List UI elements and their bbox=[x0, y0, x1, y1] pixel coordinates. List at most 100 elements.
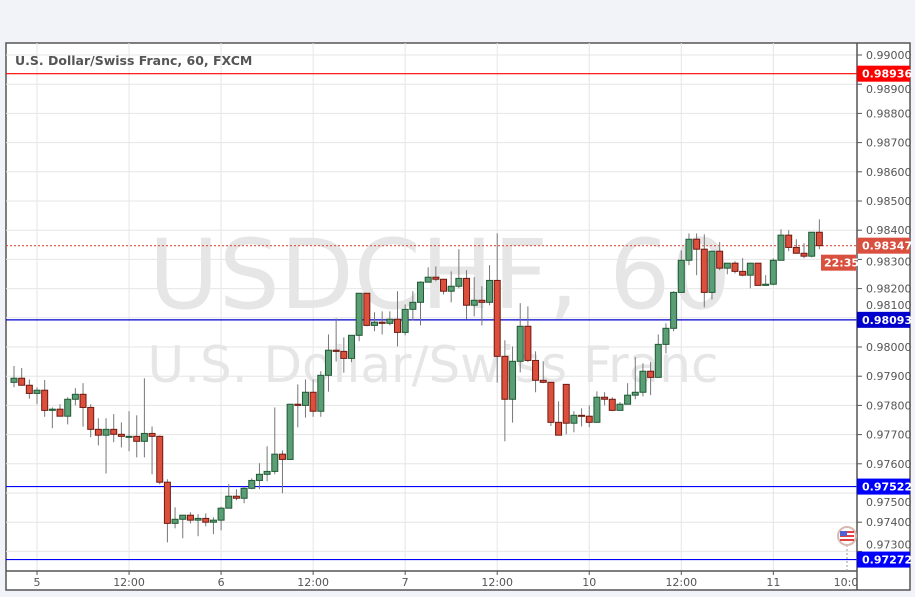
candle bbox=[539, 361, 547, 384]
y-tick-label: 0.97800 bbox=[866, 399, 912, 412]
y-tick-label: 0.98500 bbox=[866, 195, 912, 208]
time-axis[interactable]: 5 12:00 6 12:00 7 12:00 10 12:00 11 10:0 bbox=[34, 571, 859, 589]
candle-body-up bbox=[509, 360, 517, 400]
price-label-badge bbox=[857, 311, 910, 328]
candle bbox=[79, 383, 87, 427]
us-flag-icon[interactable] bbox=[837, 526, 857, 571]
candle bbox=[662, 323, 670, 354]
candle bbox=[624, 383, 632, 405]
candle bbox=[317, 371, 325, 417]
candle-body-down bbox=[148, 432, 156, 437]
candle bbox=[685, 233, 693, 266]
countdown-badge bbox=[821, 254, 856, 271]
candle-body-down bbox=[608, 398, 616, 411]
candle bbox=[501, 340, 509, 442]
candle-body-down bbox=[792, 246, 800, 254]
candle bbox=[578, 408, 586, 427]
candle bbox=[700, 234, 708, 308]
candle bbox=[447, 271, 455, 303]
candle-body-up bbox=[570, 414, 578, 424]
y-tick-label: 0.98400 bbox=[866, 224, 912, 237]
candle bbox=[209, 517, 217, 535]
candle bbox=[18, 368, 26, 386]
candle bbox=[378, 311, 386, 335]
candle bbox=[800, 243, 808, 259]
candle bbox=[110, 414, 118, 443]
candle bbox=[87, 404, 95, 438]
candle-body-up bbox=[324, 349, 332, 376]
candle-body-down bbox=[547, 381, 555, 423]
candle-body-up bbox=[417, 281, 425, 303]
candle-body-down bbox=[309, 391, 317, 412]
price-label: 0.97522 bbox=[862, 481, 912, 494]
candle-body-up bbox=[171, 518, 179, 524]
candle-body-up bbox=[179, 514, 187, 520]
candle bbox=[140, 378, 148, 458]
candle bbox=[202, 513, 210, 527]
candle-body-down bbox=[693, 238, 701, 250]
candle bbox=[516, 303, 524, 373]
candle bbox=[631, 357, 639, 400]
candle-body-up bbox=[769, 259, 777, 285]
x-tick-label: 7 bbox=[402, 576, 409, 589]
candle-body-down bbox=[202, 517, 210, 523]
candle bbox=[440, 278, 448, 295]
candle bbox=[255, 463, 263, 490]
candle-body-down bbox=[532, 359, 540, 381]
candle-body-down bbox=[133, 435, 141, 442]
candle bbox=[409, 291, 417, 321]
candle-body-down bbox=[163, 481, 171, 524]
candle bbox=[677, 250, 685, 293]
candle-body-up bbox=[248, 479, 256, 489]
candle bbox=[639, 363, 647, 397]
candle-body-down bbox=[378, 321, 386, 324]
candle bbox=[493, 233, 501, 383]
candle bbox=[394, 291, 401, 347]
candle-body-up bbox=[777, 234, 785, 261]
candle bbox=[148, 426, 156, 475]
candle-body-down bbox=[716, 250, 724, 269]
candle-body-down bbox=[41, 389, 49, 411]
candle-body-up bbox=[255, 473, 263, 481]
candle bbox=[562, 383, 570, 435]
price-label: 0.98936 bbox=[862, 68, 912, 81]
candle-body-down bbox=[601, 396, 609, 400]
candle-body-up bbox=[271, 453, 279, 472]
candle-body-down bbox=[278, 453, 286, 460]
candle-body-up bbox=[670, 291, 678, 329]
candle-body-down bbox=[800, 252, 808, 257]
candle-body-up bbox=[631, 391, 639, 396]
candle-body-up bbox=[616, 403, 624, 411]
candle bbox=[294, 384, 302, 428]
price-axis[interactable]: 0.99000 0.98900 0.98800 0.98700 0.98600 0.985… bbox=[857, 49, 912, 552]
candle-body-down bbox=[110, 428, 118, 435]
candle-body-down bbox=[294, 403, 302, 406]
candle bbox=[693, 233, 701, 276]
candle-body-up bbox=[217, 507, 225, 521]
candle-body-up bbox=[347, 334, 355, 359]
candle-body-down bbox=[440, 278, 448, 292]
candle-body-down bbox=[478, 299, 486, 303]
candle bbox=[271, 407, 279, 475]
candle-body-up bbox=[240, 487, 248, 499]
candle bbox=[309, 379, 317, 417]
candle bbox=[739, 258, 747, 277]
candle bbox=[417, 281, 425, 326]
candle-body-down bbox=[94, 428, 102, 436]
y-tick-label: 0.98000 bbox=[866, 341, 912, 354]
candle-body-down bbox=[739, 270, 747, 276]
candle bbox=[33, 387, 41, 405]
candle bbox=[240, 486, 248, 504]
candle-body-down bbox=[79, 393, 87, 408]
candle bbox=[616, 402, 624, 411]
candle bbox=[278, 450, 286, 494]
candle-body-down bbox=[539, 379, 547, 383]
candle-body-up bbox=[624, 394, 632, 405]
candle-body-up bbox=[455, 277, 463, 287]
y-tick-label: 0.98600 bbox=[866, 166, 912, 179]
candle bbox=[424, 267, 432, 283]
candle bbox=[186, 512, 194, 524]
candle bbox=[555, 401, 563, 436]
y-tick-label: 0.97400 bbox=[866, 516, 912, 529]
